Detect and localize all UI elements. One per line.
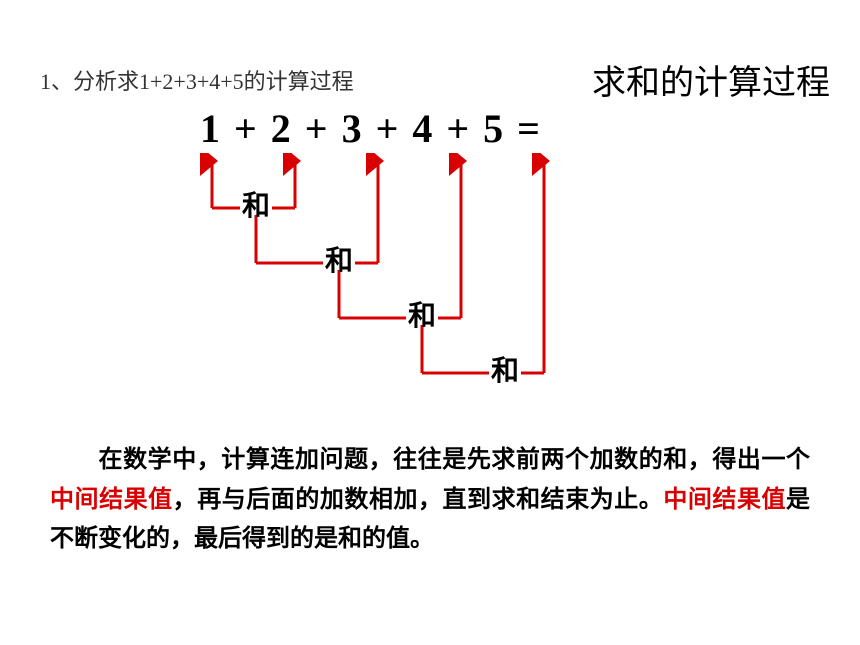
slide: 1、分析求1+2+3+4+5的计算过程 求和的计算过程 1 + 2 + 3 + …	[0, 0, 860, 645]
explanation-paragraph: 在数学中，计算连加问题，往往是先求前两个加数的和，得出一个中间结果值，再与后面的…	[50, 440, 810, 559]
page-title: 求和的计算过程	[592, 55, 830, 104]
para-seg1: 在数学中，计算连加问题，往往是先求前两个加数的和，得出一个	[98, 446, 810, 473]
para-seg2: ，再与后面的加数相加，直到求和结束为止。	[173, 486, 664, 513]
he-label-2: 和	[325, 245, 353, 277]
subtitle: 1、分析求1+2+3+4+5的计算过程	[40, 64, 354, 96]
he-label-1: 和	[242, 190, 270, 222]
para-red1: 中间结果值	[50, 486, 173, 513]
header-row: 1、分析求1+2+3+4+5的计算过程 求和的计算过程	[40, 55, 830, 104]
he-label-3: 和	[408, 300, 436, 332]
para-red2: 中间结果值	[663, 486, 786, 513]
he-label-4: 和	[491, 355, 519, 387]
sum-diagram: 1 + 2 + 3 + 4 + 5 =	[200, 105, 660, 152]
equation-text: 1 + 2 + 3 + 4 + 5 =	[200, 105, 660, 152]
diagram-svg: 和 和 和 和	[200, 153, 660, 413]
